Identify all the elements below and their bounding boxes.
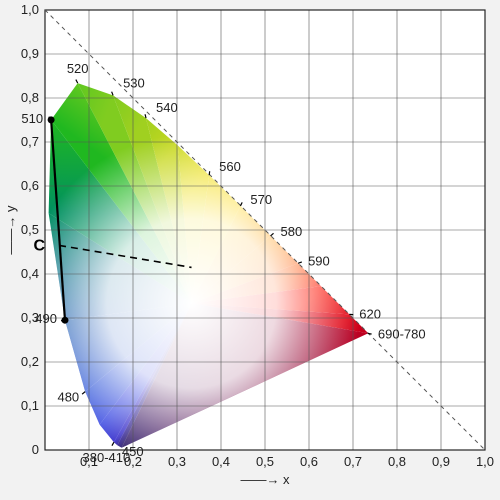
wl-tick — [209, 171, 210, 175]
x-tick-label: 0,6 — [300, 454, 318, 469]
x-tick-label: 0,3 — [168, 454, 186, 469]
c-endpoint — [48, 116, 55, 123]
c-label: C — [34, 237, 46, 254]
y-tick-label: 0,1 — [21, 398, 39, 413]
wl-label: 480 — [57, 390, 79, 405]
y-axis-label: ——→ y — [3, 205, 18, 255]
y-tick-label: 0,2 — [21, 354, 39, 369]
wl-label: 560 — [219, 159, 241, 174]
wl-label: 520 — [67, 61, 89, 76]
y-tick-label: 0,3 — [21, 310, 39, 325]
wl-label: 570 — [250, 192, 272, 207]
wl-tick — [368, 333, 372, 334]
y-tick-label: 0,9 — [21, 46, 39, 61]
y-tick-label: 0,5 — [21, 222, 39, 237]
wl-label: 590 — [308, 253, 330, 268]
wl-label: 620 — [359, 306, 381, 321]
wl-label: 690-780 — [378, 326, 426, 341]
x-tick-label: 0,2 — [124, 454, 142, 469]
x-tick-label: 0,7 — [344, 454, 362, 469]
y-tick-label: 1,0 — [21, 2, 39, 17]
y-tick-label: 0,7 — [21, 134, 39, 149]
x-tick-label: 0,5 — [256, 454, 274, 469]
x-tick-label: 0,4 — [212, 454, 230, 469]
x-tick-label: 0,1 — [80, 454, 98, 469]
y-tick-label: 0,8 — [21, 90, 39, 105]
y-tick-label: 0,6 — [21, 178, 39, 193]
x-tick-label: 0,9 — [432, 454, 450, 469]
x-tick-label: 1,0 — [476, 454, 494, 469]
wl-label: 580 — [281, 224, 303, 239]
y-tick-label: 0 — [32, 442, 39, 457]
c-endpoint — [61, 317, 68, 324]
y-tick-label: 0,4 — [21, 266, 39, 281]
x-axis-label: ——→ x — [240, 472, 290, 487]
wl-label: 540 — [156, 100, 178, 115]
wl-label: 510 — [21, 111, 43, 126]
wl-label: 530 — [123, 75, 145, 90]
x-tick-label: 0,8 — [388, 454, 406, 469]
